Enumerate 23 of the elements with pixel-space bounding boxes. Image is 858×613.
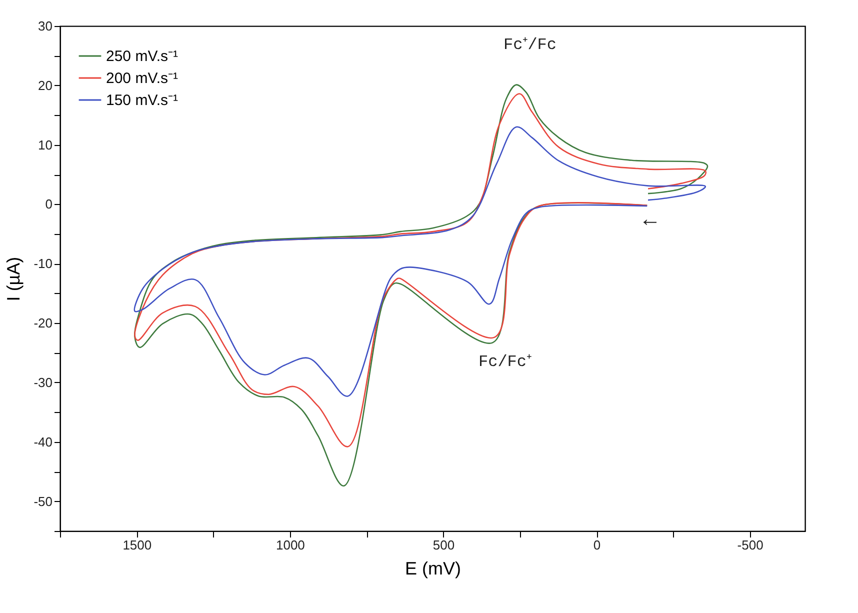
y-tick-label: -30: [34, 374, 52, 390]
y-tick-label: -50: [34, 494, 52, 509]
annotation: Fc/Fc⁺: [478, 353, 532, 371]
annotation: ←: [643, 208, 658, 233]
y-tick-label: -20: [34, 316, 52, 331]
line-series: [134, 126, 706, 397]
x-tick-label: 1500: [122, 538, 152, 552]
legend-label: 150 mV.s⁻¹: [106, 92, 178, 109]
y-tick-label: 20: [38, 78, 52, 93]
x-tick-label: 500: [432, 538, 455, 552]
legend-label: 200 mV.s⁻¹: [106, 70, 178, 87]
y-tick-label: -40: [34, 434, 52, 450]
y-tick-label: 10: [38, 137, 52, 152]
annotation: Fc⁺/Fc: [503, 36, 557, 54]
y-axis-title: I (µA): [4, 256, 24, 302]
x-tick-label: 0: [593, 538, 601, 552]
y-tick-label: 0: [45, 196, 52, 212]
y-tick-label: 30: [38, 18, 52, 34]
x-tick-label: -500: [737, 538, 764, 552]
legend-label: 250 mV.s⁻¹: [106, 48, 178, 65]
y-tick-label: -10: [34, 256, 52, 272]
x-tick-label: 1000: [276, 538, 305, 552]
x-axis-title: E (mV): [405, 558, 461, 578]
